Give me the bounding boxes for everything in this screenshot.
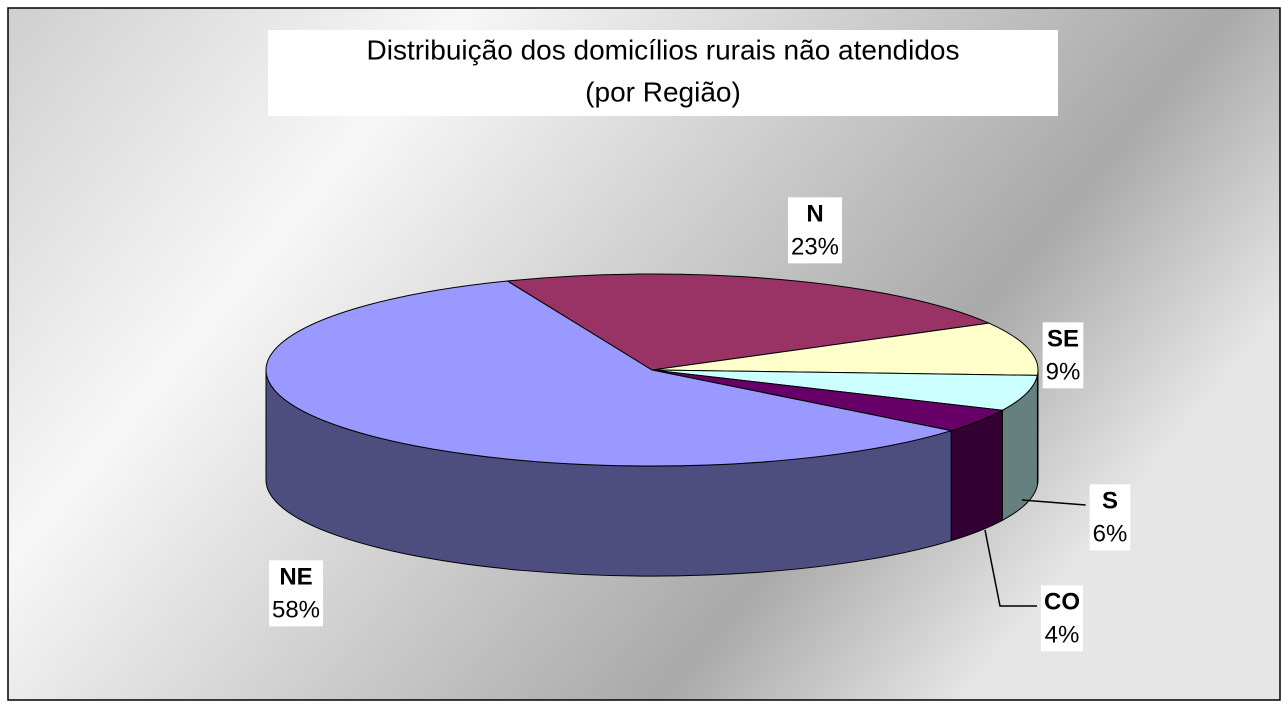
labels: N 23% SE 9% S 6% CO 4% NE 58% [268,197,1131,652]
label-box [787,197,843,264]
pie-slice [265,280,952,467]
pie-side [950,409,1003,542]
pie-tops [265,273,1039,467]
pie-slice [651,369,1039,411]
pie-sides [265,369,1039,577]
label-box [1041,585,1083,652]
chart-title: Distribuição dos domicílios rurais não a… [367,34,960,65]
label-box [1089,484,1131,551]
category-label: S [1102,487,1118,514]
category-label: NE [279,563,312,590]
title-box [268,30,1058,116]
value-label: 4% [1045,621,1080,648]
chart-subtitle: (por Região) [585,76,741,107]
value-label: 58% [272,596,320,623]
pie-slice [505,273,991,371]
value-label: 9% [1046,358,1081,385]
label-box [268,560,324,627]
category-label: SE [1047,325,1079,352]
leader-line [1021,499,1086,506]
category-label: CO [1044,588,1080,615]
label-box [1042,322,1084,389]
pie-slice [651,322,1039,376]
leader-line [984,529,1037,607]
category-label: N [806,200,823,227]
value-label: 23% [791,233,839,260]
value-label: 6% [1093,520,1128,547]
